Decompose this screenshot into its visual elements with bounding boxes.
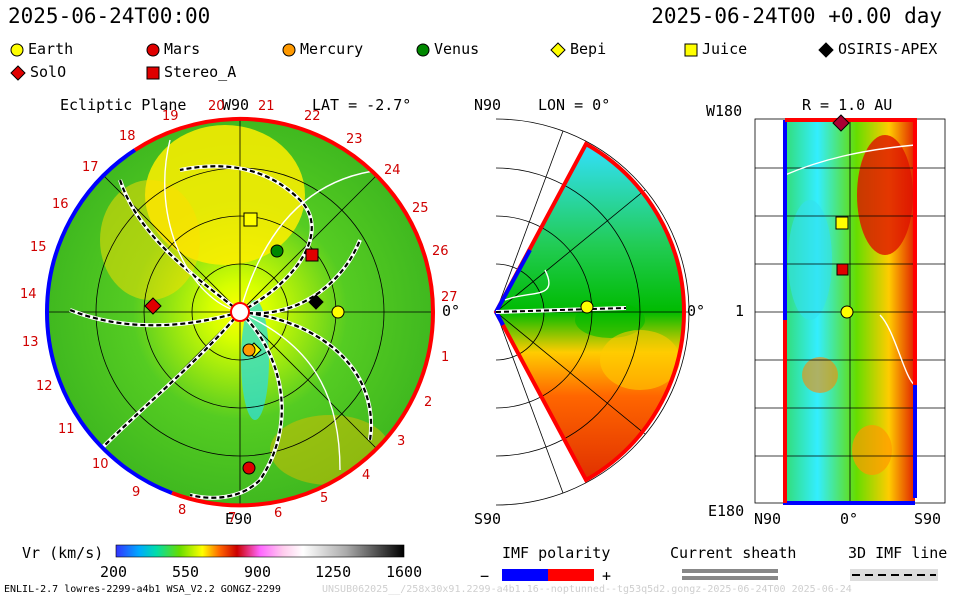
bepi-marker-icon (550, 41, 566, 58)
tick: 7 (228, 511, 236, 526)
colorbar-tick: 900 (244, 563, 271, 581)
legend-juice: Juice (684, 40, 747, 58)
tick: 12 (36, 379, 53, 394)
meridional-bottom-label: S90 (474, 510, 501, 528)
rpanel-mid-label: 1 (735, 302, 744, 320)
legend-osiris-apex: OSIRIS-APEX (818, 40, 937, 58)
stereo-a-marker-icon (146, 66, 160, 79)
rpanel-bottom-label: E180 (708, 502, 744, 520)
date-title: 2025-06-24T00:00 (8, 4, 211, 28)
ecliptic-plane-panel: Ecliptic Plane LAT = -2.7° W90 E90 0° 19… (20, 96, 460, 528)
stereo-a-marker-r (836, 263, 849, 276)
ecliptic-lat: LAT = -2.7° (312, 96, 411, 114)
meridional-lon: LON = 0° (538, 96, 610, 114)
tick: 3 (397, 434, 405, 449)
tick: 18 (119, 129, 136, 144)
colorbar-tick: 1250 (315, 563, 351, 581)
solo-marker-r (832, 114, 850, 132)
tick: 9 (132, 485, 140, 500)
legend-stereo-a: Stereo_A (146, 63, 236, 81)
earth-marker-meridional (580, 300, 594, 314)
osiris-apex-marker-icon (818, 41, 834, 58)
colorbar-tick: 200 (100, 563, 127, 581)
venus-marker-icon (416, 43, 430, 56)
tick: 27 (441, 290, 458, 305)
tick: 26 (432, 244, 449, 259)
legend-mars: Mars (146, 40, 200, 58)
tick: 1 (441, 350, 449, 365)
legend-mercury: Mercury (282, 40, 363, 58)
ecliptic-right-label: 0° (442, 302, 460, 320)
meridional-top-label: N90 (474, 96, 501, 114)
colorbar-label: Vr (km/s) (22, 544, 103, 562)
imf-polarity-label: IMF polarity (502, 544, 610, 562)
tick: 19 (162, 109, 179, 124)
legend-solo: SolO (10, 63, 66, 81)
tick: 2 (424, 395, 432, 410)
mars-marker-icon (146, 43, 160, 56)
tick: 13 (22, 335, 39, 350)
juice-marker-icon (684, 43, 698, 56)
mercury-marker (242, 343, 256, 357)
meridional-right-label: 0° (687, 302, 705, 320)
imf-minus: − (480, 567, 489, 585)
ecliptic-title: Ecliptic Plane (60, 96, 186, 114)
legend-bepi: Bepi (550, 40, 606, 58)
mars-marker (242, 461, 256, 475)
tick: 10 (92, 457, 109, 472)
venus-marker (270, 244, 284, 258)
tick: 5 (320, 491, 328, 506)
current-sheath-label: Current sheath (670, 544, 796, 562)
radius-1au-panel: R = 1.0 AU W180 1 E180 N90 0° S90 (706, 96, 946, 528)
velocity-colorbar: Vr (km/s) 200 550 900 1250 1600 (22, 544, 422, 581)
tick: 8 (178, 503, 186, 518)
legend-earth: Earth (10, 40, 73, 58)
osiris-apex-marker (308, 294, 324, 310)
tick: 20 (208, 99, 225, 114)
tick: 15 (30, 240, 47, 255)
ecliptic-ticks: 19 20 21 22 23 24 25 26 27 1 2 3 4 5 6 7… (20, 99, 458, 526)
juice-marker (243, 212, 258, 227)
imf-plus: + (602, 567, 611, 585)
earth-marker (331, 305, 345, 319)
sun-icon (230, 302, 250, 322)
rpanel-top-label: W180 (706, 102, 742, 120)
solo-marker-icon (10, 64, 26, 81)
imf-3d-label: 3D IMF line (848, 544, 947, 562)
tick: 24 (384, 163, 401, 178)
legend-venus: Venus (416, 40, 479, 58)
tick: 25 (412, 201, 429, 216)
tick: 22 (304, 109, 321, 124)
tick: 6 (274, 506, 282, 521)
earth-marker-icon (10, 43, 24, 56)
stereo-a-marker (305, 248, 319, 262)
imf-polarity-legend: IMF polarity − + (480, 544, 611, 585)
juice-marker-r (835, 216, 849, 230)
tick: 17 (82, 160, 99, 175)
imf-3d-legend: 3D IMF line (848, 544, 947, 581)
solo-marker (144, 297, 162, 315)
time-offset-title: 2025-06-24T00 +0.00 day (651, 4, 942, 28)
tick: 11 (58, 422, 75, 437)
footer-run-info: UNSUB062025__/258x30x91.2299-a4b1.16--no… (322, 584, 852, 595)
rpanel-x-right: S90 (914, 510, 941, 528)
meridional-plane-panel: N90 LON = 0° S90 0° (474, 96, 705, 528)
ecliptic-bottom-label: E90 (225, 510, 252, 528)
tick: 14 (20, 287, 37, 302)
rpanel-title: R = 1.0 AU (802, 96, 892, 114)
colorbar-tick: 550 (172, 563, 199, 581)
rpanel-x-mid: 0° (840, 510, 858, 528)
current-sheath-legend: Current sheath (670, 544, 796, 580)
tick: 16 (52, 197, 69, 212)
ecliptic-top-label: W90 (222, 96, 249, 114)
colorbar-tick: 1600 (386, 563, 422, 581)
footer-model-info: ENLIL-2.7 lowres-2299-a4b1 WSA_V2.2 GONG… (4, 584, 281, 595)
tick: 4 (362, 468, 370, 483)
rpanel-x-left: N90 (754, 510, 781, 528)
earth-marker-r (840, 305, 854, 319)
tick: 21 (258, 99, 275, 114)
tick: 23 (346, 132, 363, 147)
mercury-marker-icon (282, 43, 296, 56)
